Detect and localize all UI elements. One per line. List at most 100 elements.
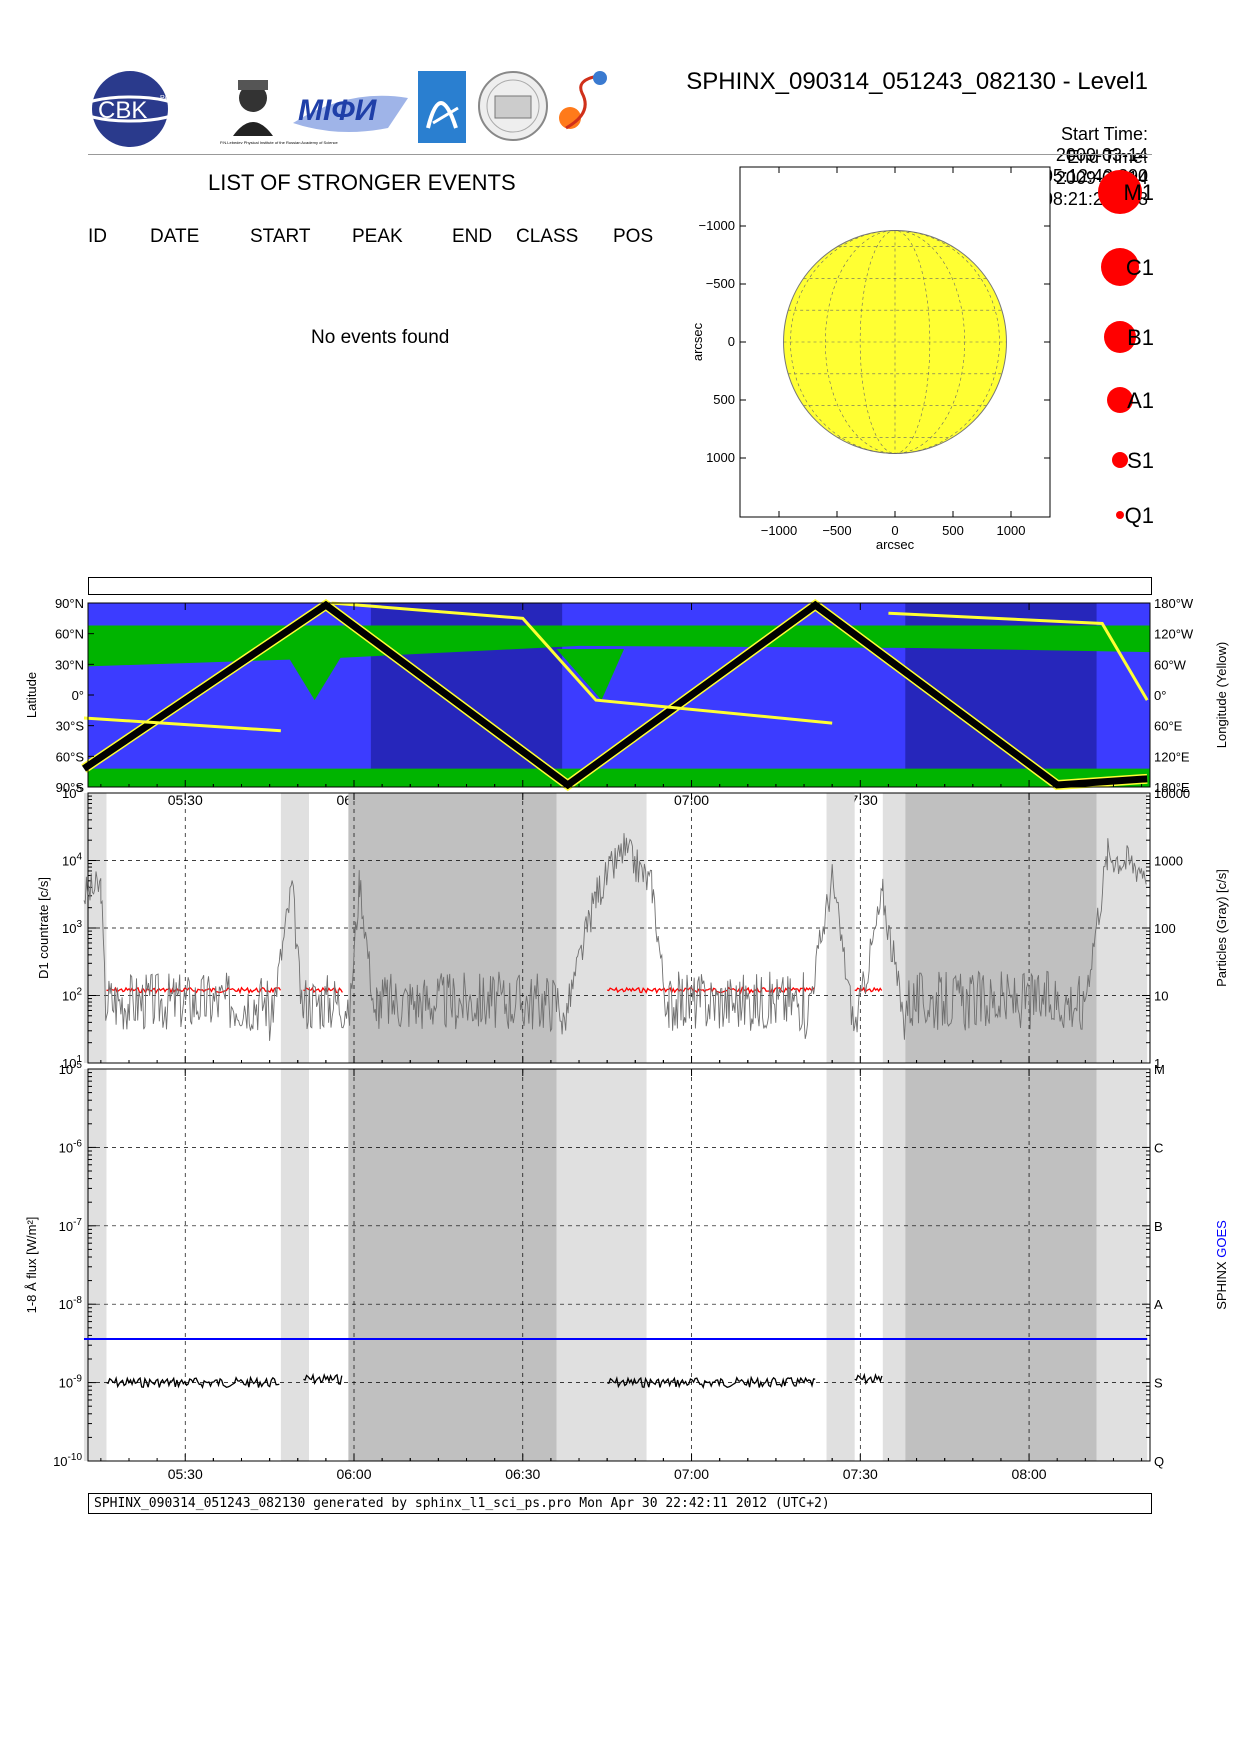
flux-shade-light [882, 1069, 906, 1461]
flux-ytick-label: 10-10 [53, 1452, 82, 1469]
events-col-peak: PEAK [352, 226, 403, 247]
flux-shade-light [556, 1069, 647, 1461]
flux-shade-dark [905, 1069, 1097, 1461]
orbit-y2label: Longitude (Yellow) [1214, 642, 1229, 748]
orbit-ytick-label: 30°S [56, 719, 85, 734]
flux-ytick-label: 10-5 [59, 1060, 83, 1077]
longitude-track [83, 601, 1149, 733]
flux-shade-light [280, 1069, 310, 1461]
mephi-logo: MIФИ [293, 94, 408, 132]
flux-xtick-label: 05:30 [168, 1466, 203, 1482]
sun-map-ytick-label: −1000 [698, 218, 735, 233]
countrate-y2tick-label: 1 [1154, 1056, 1161, 1071]
flux-y2tick-label: M [1154, 1062, 1165, 1077]
file-id-title: SPHINX_090314_051243_082130 - Level1 [686, 68, 1148, 95]
sun-map-ytick-label: 0 [728, 334, 735, 349]
footer-note: SPHINX_090314_051243_082130 generated by… [88, 1493, 1152, 1514]
end-time-label: End Time: [1066, 147, 1148, 167]
orbit-ytick-label: 30°N [55, 657, 84, 672]
sun-map-xtick-label: 1000 [997, 523, 1026, 538]
flux-xtick-label: 06:30 [505, 1466, 540, 1482]
orbit-ytick-label: 0° [72, 688, 84, 703]
orbit-y2tick-label: 60°W [1154, 657, 1187, 672]
flux-sphinx-series [303, 1372, 343, 1385]
legend-marker-b1 [1104, 321, 1136, 353]
flux-xtick-label: 07:00 [674, 1466, 709, 1482]
legend-label-s1: S1 [1127, 448, 1154, 473]
sun-map-xlabel: arcsec [876, 537, 915, 552]
flux-sphinx-series [106, 1375, 280, 1390]
logo-set: CBK PAN P.N.Lebedev Physical Institute o… [78, 71, 607, 147]
lebedev-institute-logo: P.N.Lebedev Physical Institute of the Ru… [220, 80, 339, 145]
countrate-d1-series [854, 986, 883, 994]
flux-shade-dark [348, 1069, 557, 1461]
sun-disk [783, 230, 1007, 454]
orbit-ytick-label: 60°S [56, 749, 85, 764]
countrate-y2tick-label: 100 [1154, 921, 1176, 936]
flux-y2label: SPHINX GOES [1214, 1220, 1229, 1310]
orbit-ytick-label: 60°N [55, 627, 84, 642]
flux-ytick-label: 10-7 [59, 1217, 83, 1234]
countrate-ytick-label: 103 [62, 919, 82, 936]
legend-label-b1: B1 [1127, 325, 1154, 350]
flux-xtick-label: 06:00 [336, 1466, 371, 1482]
flux-ytick-label: 10-9 [59, 1374, 83, 1391]
start-date: 2009-03-14 [1055, 145, 1148, 165]
cbk-logo-text: CBK [98, 97, 147, 124]
pan-logo-text: PAN [160, 95, 174, 102]
orbit-ylabel: Latitude [24, 672, 39, 718]
orbit-y2tick-label: 180°W [1154, 596, 1194, 611]
legend-label-c1: C1 [1126, 255, 1154, 280]
events-col-id: ID [88, 226, 107, 247]
flux-frame [87, 1068, 1151, 1462]
flux-xtick-label: 08:00 [1012, 1466, 1047, 1482]
flux-xtick-label: 07:30 [843, 1466, 878, 1482]
countrate-ytick-label: 105 [62, 784, 82, 801]
events-col-class: CLASS [516, 226, 579, 247]
countrate-ylabel: D1 countrate [c/s] [36, 877, 51, 979]
time-series-charts: 90°N 180°W 60°N 120°W 30°N 60°W 0° 0° 30°S 60°E 60… [24, 596, 1229, 1482]
legend-marker-c1 [1101, 248, 1139, 286]
legend-marker-s1 [1112, 452, 1128, 468]
countrate-y2tick-label: 10000 [1154, 786, 1190, 801]
legend-label-m1: M1 [1123, 180, 1154, 205]
orbit-y2tick-label: 120°W [1154, 627, 1194, 642]
orbit-particle-zone [88, 625, 1150, 667]
lebedev-logo-text: P.N.Lebedev Physical Institute of the Ru… [220, 140, 339, 145]
events-col-start: START [250, 226, 311, 247]
sun-map-xtick-label: 0 [891, 523, 898, 538]
events-col-end: END [452, 226, 493, 247]
countrate-d1-series [106, 986, 282, 995]
flux-ytick-label: 10-8 [59, 1295, 83, 1312]
sun-map-ytick-label: −500 [706, 276, 735, 291]
sun-map-ytick-label: 1000 [706, 450, 735, 465]
flux-y2tick-label: C [1154, 1140, 1163, 1155]
sun-map-xtick-label: 500 [942, 523, 964, 538]
countrate-ytick-label: 101 [62, 1054, 82, 1071]
legend-marker-m1 [1098, 170, 1142, 214]
legend-marker-a1 [1107, 387, 1133, 413]
flux-shade-light [1096, 1069, 1148, 1461]
flux-y2tick-label: Q [1154, 1454, 1164, 1469]
latitude-track [82, 600, 1148, 790]
cbk-pan-logo: CBK PAN [78, 71, 182, 147]
flux-shade-light [83, 1069, 107, 1461]
orbit-particle-zone [556, 649, 625, 701]
flux-y2tick-label: B [1154, 1219, 1163, 1234]
countrate-particles-series [83, 833, 1147, 1041]
flux-y2tick-label: A [1154, 1297, 1163, 1312]
sun-map: −1000 1000 −500 500 0 0 500 −500 1000 −1000 arcsec… [690, 166, 1154, 552]
orbit-ytick-label: 90°S [56, 780, 85, 795]
events-col-date: DATE [150, 226, 200, 247]
countrate-y2label: Particles (Gray) [c/s] [1214, 869, 1229, 987]
flux-ytick-label: 10-6 [59, 1138, 83, 1155]
orbit-ytick-label: 90°N [55, 596, 84, 611]
orbit-particle-zone [88, 768, 1150, 787]
orbit-particle-zone [286, 654, 343, 701]
sun-map-ylabel: arcsec [690, 322, 705, 361]
header-divider [88, 154, 1152, 155]
orbit-y2tick-label: 0° [1154, 688, 1166, 703]
sun-map-xtick-label: −500 [822, 523, 851, 538]
legend-marker-q1 [1116, 511, 1124, 519]
orbit-y2tick-label: 60°E [1154, 719, 1183, 734]
